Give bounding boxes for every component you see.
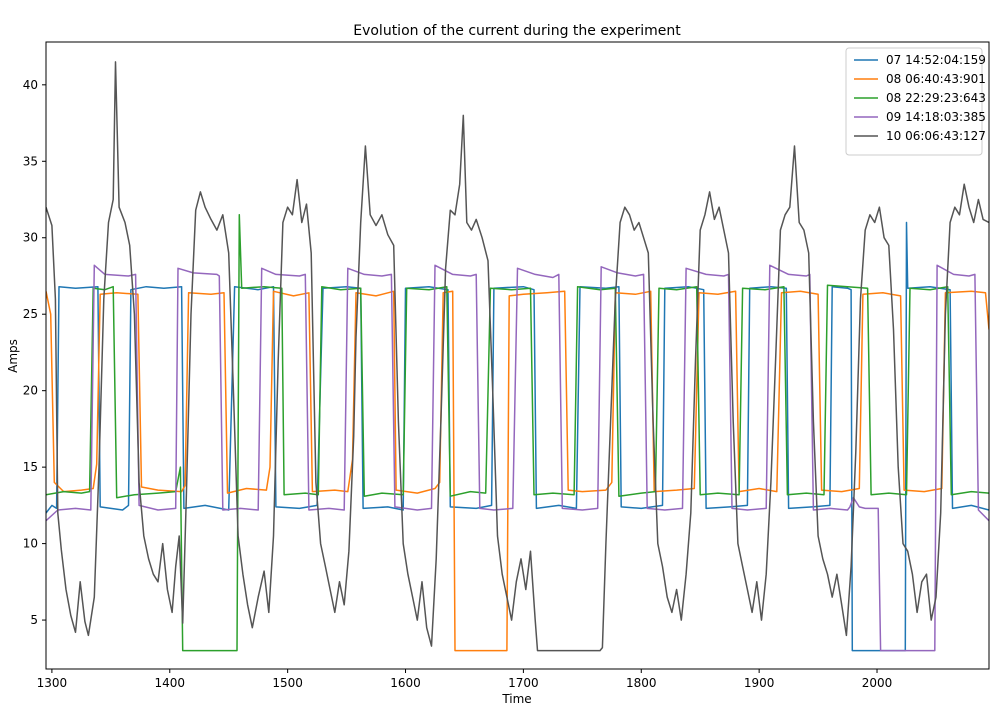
legend-entry: 08 22:29:23:643 xyxy=(886,91,986,105)
plot-frame xyxy=(45,41,990,670)
series-line-5 xyxy=(46,61,989,652)
y-axis: 5 10 15 20 25 30 35 40 xyxy=(23,78,46,627)
legend-entry: 10 06:06:43:127 xyxy=(886,129,986,143)
y-tick-label: 20 xyxy=(23,384,38,398)
x-tick-label: 1400 xyxy=(154,676,185,690)
legend: 07 14:52:04:159 08 06:40:43:901 08 22:29:2… xyxy=(845,47,986,156)
y-tick-label: 15 xyxy=(23,460,38,474)
legend-entry: 09 14:18:03:385 xyxy=(886,110,986,124)
y-tick-label: 5 xyxy=(30,613,38,627)
y-tick-label: 25 xyxy=(23,307,38,321)
x-tick-label: 2000 xyxy=(862,676,893,690)
y-tick-label: 40 xyxy=(23,78,38,92)
x-tick-label: 1600 xyxy=(390,676,421,690)
series-line-4 xyxy=(46,264,989,652)
x-tick-label: 1300 xyxy=(37,676,68,690)
legend-entry: 07 14:52:04:159 xyxy=(886,53,986,67)
chart-title: Evolution of the current during the expe… xyxy=(353,23,681,39)
y-tick-label: 10 xyxy=(23,537,38,551)
legend-box xyxy=(845,47,983,156)
x-tick-label: 1500 xyxy=(272,676,303,690)
plot-area xyxy=(45,41,990,670)
series-line-2 xyxy=(46,290,989,652)
y-tick-label: 35 xyxy=(23,154,38,168)
x-axis: 1300 1400 1500 1600 1700 1800 1900 2000 xyxy=(37,669,893,690)
y-tick-label: 30 xyxy=(23,231,38,245)
series-layer xyxy=(46,61,989,652)
x-axis-label: Time xyxy=(501,692,531,706)
legend-entry: 08 06:40:43:901 xyxy=(886,72,986,86)
x-tick-label: 1900 xyxy=(744,676,775,690)
x-tick-label: 1800 xyxy=(626,676,657,690)
y-axis-label: Amps xyxy=(6,339,20,373)
x-tick-label: 1700 xyxy=(508,676,539,690)
